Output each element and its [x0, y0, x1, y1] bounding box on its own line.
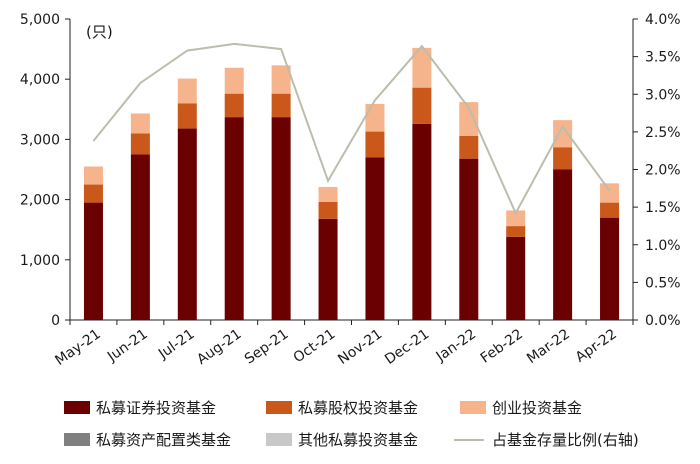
bar-segment	[506, 236, 526, 320]
legend-label: 私募资产配置类基金	[96, 431, 231, 449]
bar-segment	[177, 103, 197, 129]
y-left-tick-label: 3,000	[20, 132, 60, 148]
ratio-line-point	[609, 190, 611, 192]
bar-segment	[553, 120, 573, 148]
bar-segment	[130, 133, 150, 155]
y-right-tick-label: 2.5%	[645, 125, 681, 141]
bar-segment	[83, 184, 103, 203]
ratio-line-point	[374, 99, 376, 101]
bar-segment	[412, 123, 432, 320]
bar-segment	[271, 93, 291, 118]
legend-label: 私募股权投资基金	[298, 399, 418, 417]
bar-segment	[506, 210, 526, 227]
y-right-tick-label: 0.0%	[645, 313, 681, 329]
y-right-tick-label: 3.0%	[645, 87, 681, 103]
legend-label: 私募证券投资基金	[96, 399, 216, 417]
bar-segment	[271, 65, 291, 94]
bar-segment	[365, 157, 385, 320]
legend-swatch	[266, 401, 292, 414]
x-tick-label: Jan-22	[433, 326, 479, 365]
ratio-line	[92, 42, 611, 216]
bar-segment	[600, 183, 620, 203]
x-tick-label: Aug-21	[194, 326, 244, 368]
bar-segment	[365, 103, 385, 132]
y-right-tick-label: 4.0%	[645, 12, 681, 28]
bar-segment	[318, 186, 338, 203]
bar-segment	[553, 169, 573, 320]
ratio-line-point	[421, 45, 423, 47]
bar-segment	[459, 135, 479, 159]
y-right-tick-label: 2.0%	[645, 163, 681, 179]
y-left-tick-label: 0	[51, 313, 60, 329]
ratio-line-point	[186, 50, 188, 52]
bar-segment	[506, 226, 526, 237]
ratio-line-point	[139, 82, 141, 84]
y-left-tick-label: 4,000	[20, 72, 60, 88]
legend-label: 占基金存量比例(右轴)	[492, 431, 639, 449]
y-left-tick-label: 5,000	[20, 12, 60, 28]
ratio-line-point	[233, 43, 235, 45]
bar-segment	[83, 166, 103, 185]
bar-segment	[459, 158, 479, 320]
x-tick-label: Oct-21	[291, 326, 339, 366]
bar-segment	[130, 113, 150, 134]
bar-segment	[600, 217, 620, 320]
bar-segment	[130, 154, 150, 320]
bar-segment	[224, 93, 244, 118]
ratio-line-point	[327, 180, 329, 182]
legend-swatch	[266, 433, 292, 446]
y-right-tick-label: 1.0%	[645, 238, 681, 254]
bar-segment	[365, 131, 385, 158]
x-tick-label: Dec-21	[382, 326, 432, 368]
legend-swatch	[64, 433, 90, 446]
bar-segment	[224, 117, 244, 320]
x-tick-label: Nov-21	[335, 326, 385, 368]
bar-segment	[412, 47, 432, 88]
bar-segment	[600, 202, 620, 218]
ratio-line-point	[280, 48, 282, 50]
legend-label: 创业投资基金	[492, 399, 582, 417]
bar-segment	[318, 218, 338, 320]
y-left-tick-label: 1,000	[20, 253, 60, 269]
ratio-line-point	[562, 126, 564, 128]
bar-segment	[412, 87, 432, 124]
bar-segment	[271, 117, 291, 320]
ratio-line-point	[92, 140, 94, 142]
y-axis-unit-label: (只)	[86, 23, 113, 41]
x-tick-label: Apr-22	[573, 326, 620, 366]
bar-segment	[318, 202, 338, 219]
ratio-line-point	[515, 212, 517, 214]
x-tick-label: Jun-21	[104, 326, 151, 365]
x-tick-label: Sep-21	[242, 326, 292, 367]
y-right-tick-label: 1.5%	[645, 200, 681, 216]
bar-segment	[459, 102, 479, 136]
legend-swatch	[460, 401, 486, 414]
y-right-tick-label: 3.5%	[645, 50, 681, 66]
ratio-line-point	[468, 107, 470, 109]
x-tick-label: Feb-22	[478, 326, 526, 366]
bar-segment	[177, 78, 197, 104]
y-right-tick-label: 0.5%	[645, 275, 681, 291]
legend-swatch	[64, 401, 90, 414]
bar-segment	[224, 67, 244, 94]
bar-segment	[553, 147, 573, 170]
x-tick-label: Jul-21	[155, 326, 198, 362]
y-left-tick-label: 2,000	[20, 193, 60, 209]
legend-label: 其他私募投资基金	[298, 431, 418, 449]
x-tick-label: Mar-22	[524, 326, 573, 367]
x-tick-label: May-21	[52, 326, 103, 369]
bar-segment	[177, 128, 197, 320]
bar-segment	[83, 202, 103, 320]
